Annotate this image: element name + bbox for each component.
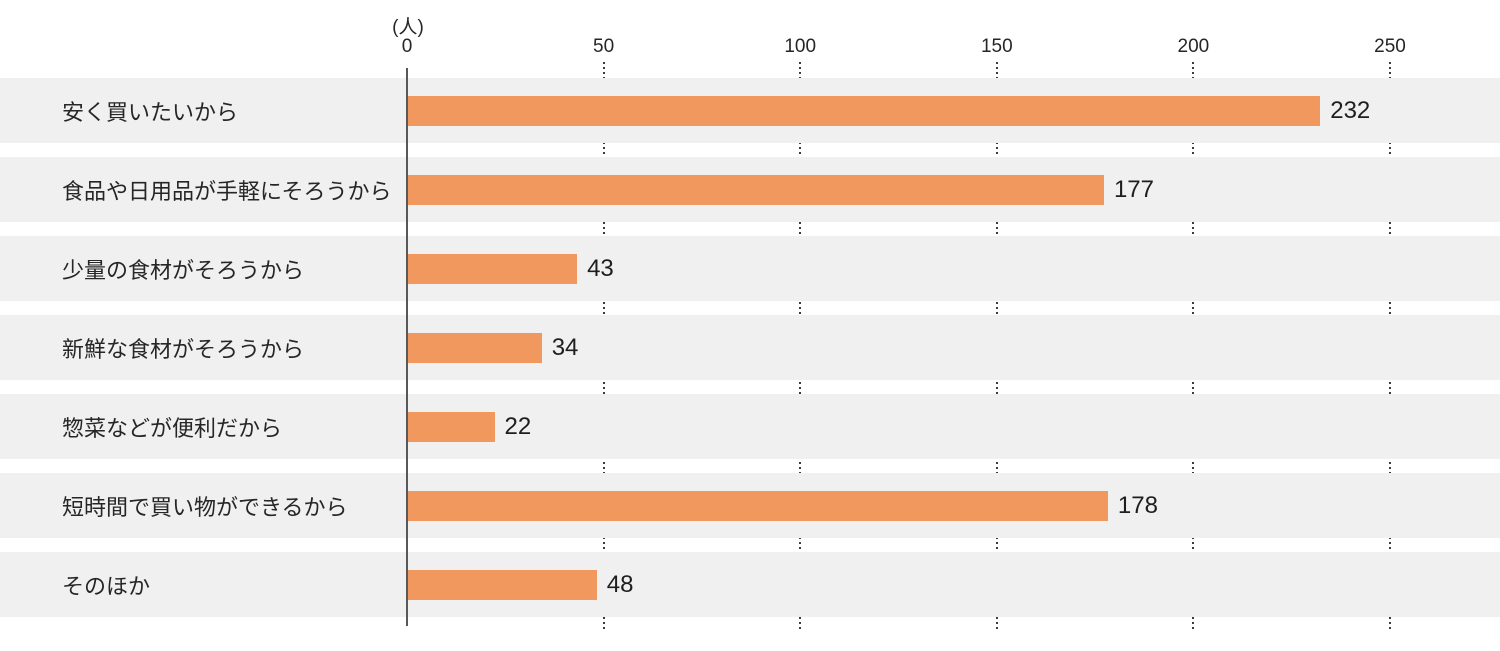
chart-row: 惣菜などが便利だから 22	[0, 394, 1500, 459]
x-axis-tick-label: 0	[401, 36, 413, 57]
bar	[408, 253, 578, 284]
bar-value-label: 22	[504, 412, 532, 440]
bar-value-label: 178	[1117, 491, 1158, 519]
bar-value-label: 177	[1113, 175, 1154, 203]
category-label: 惣菜などが便利だから	[62, 415, 283, 441]
chart-row: 短時間で買い物ができるから 178	[0, 473, 1500, 538]
x-axis-unit-label: (人)	[392, 17, 424, 38]
bar-value-label: 48	[606, 570, 634, 598]
bar	[408, 95, 1321, 126]
category-label: そのほか	[62, 573, 151, 599]
bar	[408, 490, 1108, 521]
bar-value-label: 232	[1330, 96, 1371, 124]
bar-value-label: 34	[551, 333, 579, 361]
x-axis-tick-label: 150	[980, 36, 1013, 57]
x-axis-tick-label: 200	[1177, 36, 1210, 57]
x-axis-tick-label: 50	[593, 36, 615, 57]
x-axis-tick-label: 250	[1374, 36, 1406, 57]
chart-row: 少量の食材がそろうから 43	[0, 236, 1500, 301]
chart-row: 新鮮な食材がそろうから 34	[0, 315, 1500, 380]
bar	[408, 174, 1104, 205]
category-label: 食品や日用品が手軽にそろうから	[62, 178, 392, 204]
x-axis-tick-label: 100	[784, 36, 817, 57]
y-axis-line	[406, 68, 408, 626]
category-label: 短時間で買い物ができるから	[62, 494, 348, 520]
chart-row: 食品や日用品が手軽にそろうから 177	[0, 157, 1500, 222]
bar	[408, 332, 542, 363]
bar	[408, 569, 597, 600]
chart-row: 安く買いたいから 232	[0, 78, 1500, 143]
category-label: 新鮮な食材がそろうから	[62, 336, 305, 362]
category-label: 安く買いたいから	[62, 99, 239, 125]
bar	[408, 411, 495, 442]
category-label: 少量の食材がそろうから	[62, 257, 305, 283]
chart-row: そのほか 48	[0, 552, 1500, 617]
bar-value-label: 43	[587, 254, 614, 282]
